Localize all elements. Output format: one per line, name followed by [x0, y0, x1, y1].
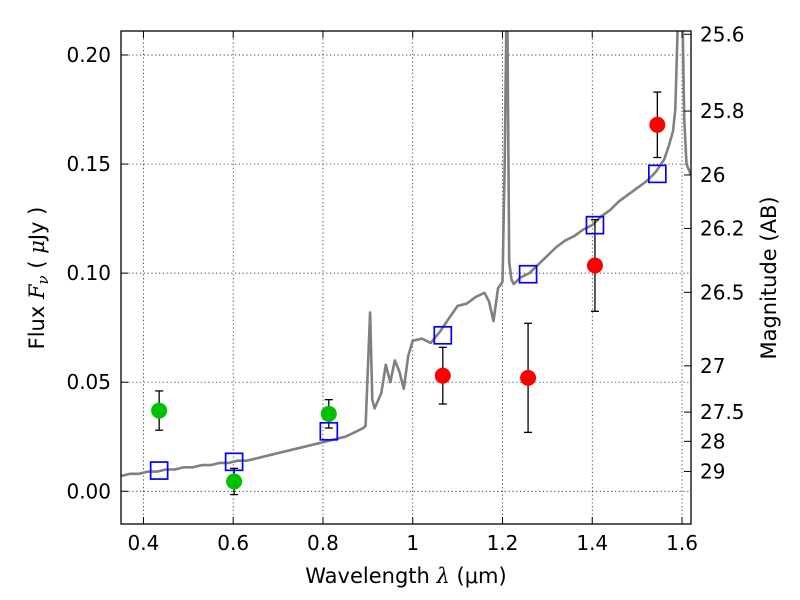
- y-tick-label: 0.00: [66, 479, 111, 503]
- plot-frame: [120, 30, 692, 525]
- green-data-point: [151, 402, 168, 419]
- y-axis-label: Flux Fν ( μJy ): [25, 207, 52, 350]
- red-data-point: [434, 367, 451, 384]
- y2-tick-label: 28: [700, 429, 725, 453]
- y2-tick-label: 26: [700, 163, 725, 187]
- right-axis-label: Magnitude (AB): [757, 196, 781, 359]
- model-square-point: [518, 264, 538, 284]
- spectrum-line: [121, 31, 691, 478]
- red-data-point: [586, 257, 603, 274]
- x-tick-label: 0.4: [128, 531, 160, 555]
- x-axis-label: Wavelength λ (μm): [305, 564, 506, 588]
- y-tick-label: 0.05: [66, 370, 111, 394]
- y-tick-label: 0.10: [66, 261, 111, 285]
- x-tick-label: 1: [406, 531, 419, 555]
- red-data-point: [649, 116, 666, 133]
- y2-tick-label: 25.8: [700, 99, 745, 123]
- x-tick-label: 1.4: [576, 531, 608, 555]
- plot-content: [121, 31, 691, 496]
- model-square-point: [647, 164, 667, 184]
- model-square-point: [585, 215, 605, 235]
- y-tick-label: 0.20: [66, 43, 111, 67]
- y2-tick-label: 26.2: [700, 216, 745, 240]
- model-square-point: [224, 452, 244, 472]
- green-data-point: [226, 473, 243, 490]
- x-tick-label: 0.6: [217, 531, 249, 555]
- x-tick-label: 0.8: [307, 531, 339, 555]
- x-tick-label: 1.6: [666, 531, 698, 555]
- red-data-point: [520, 369, 537, 386]
- axis-ticks: 0.4 0.6 0.8 1 1.2 1.4 1.6 0.00 0.05 0.10 0.15 0.20 2…: [66, 22, 744, 555]
- y2-tick-label: 27: [700, 354, 725, 378]
- model-square-point: [433, 325, 453, 345]
- y2-tick-label: 27.5: [700, 400, 745, 424]
- y2-tick-label: 26.5: [700, 280, 745, 304]
- plot-area: [121, 31, 691, 496]
- model-square-point: [149, 461, 169, 480]
- model-square-point: [319, 421, 339, 441]
- y-tick-label: 0.15: [66, 152, 111, 176]
- y2-tick-label: 25.6: [700, 22, 745, 46]
- y2-tick-label: 29: [700, 459, 725, 483]
- x-tick-label: 1.2: [487, 531, 519, 555]
- green-data-point: [320, 405, 337, 422]
